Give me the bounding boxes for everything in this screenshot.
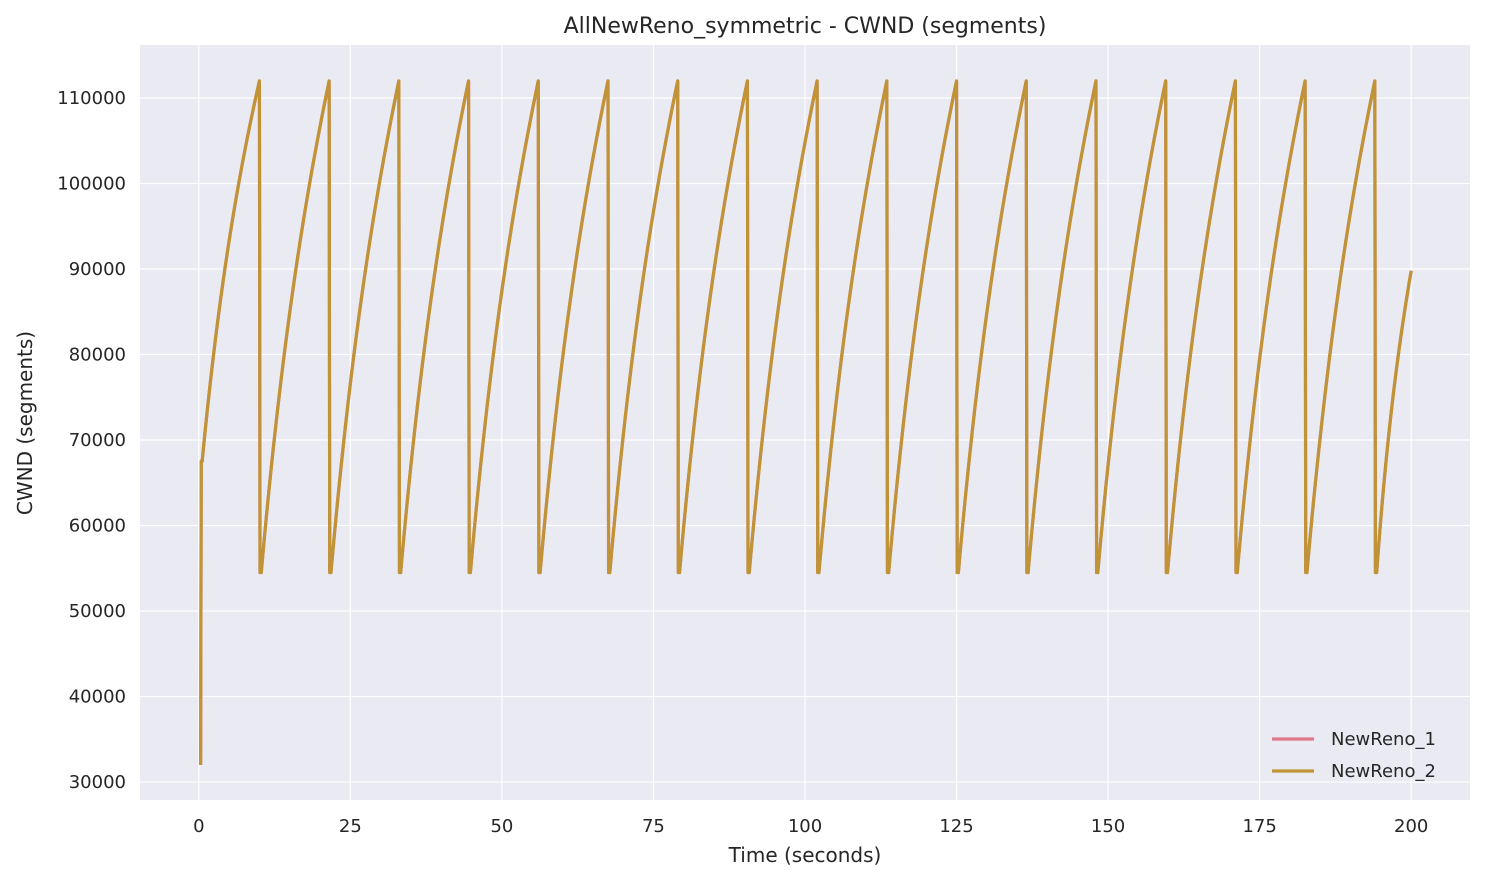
y-axis-label: CWND (segments) — [13, 331, 37, 515]
legend-label: NewReno_2 — [1331, 761, 1436, 782]
x-axis-ticks: 0 25 50 75 100 125 150 175 200 — [193, 816, 1428, 837]
x-axis-label: Time (seconds) — [728, 843, 882, 867]
x-tick-label: 150 — [1091, 816, 1125, 837]
chart-title: AllNewReno_symmetric - CWND (segments) — [564, 14, 1047, 39]
x-tick-label: 75 — [642, 816, 665, 837]
y-tick-label: 80000 — [69, 345, 126, 366]
series-lines — [199, 79, 1413, 765]
x-tick-label: 175 — [1242, 816, 1276, 837]
y-axis-ticks: 30000 40000 50000 60000 70000 80000 90000 10000… — [57, 88, 126, 793]
y-tick-label: 30000 — [69, 772, 126, 793]
x-tick-label: 0 — [193, 816, 204, 837]
series-line-newreno-2 — [199, 79, 1413, 765]
y-tick-label: 70000 — [69, 430, 126, 451]
x-tick-label: 50 — [490, 816, 513, 837]
y-tick-label: 90000 — [69, 259, 126, 280]
y-tick-label: 50000 — [69, 601, 126, 622]
y-tick-label: 60000 — [69, 516, 126, 537]
y-tick-label: 110000 — [57, 88, 126, 109]
x-tick-label: 200 — [1394, 816, 1428, 837]
x-tick-label: 100 — [788, 816, 822, 837]
legend: NewReno_1 NewReno_2 — [1272, 729, 1436, 782]
legend-label: NewReno_1 — [1331, 729, 1436, 750]
y-tick-label: 100000 — [57, 174, 126, 195]
x-tick-label: 125 — [939, 816, 973, 837]
y-tick-label: 40000 — [69, 687, 126, 708]
x-tick-label: 25 — [339, 816, 362, 837]
